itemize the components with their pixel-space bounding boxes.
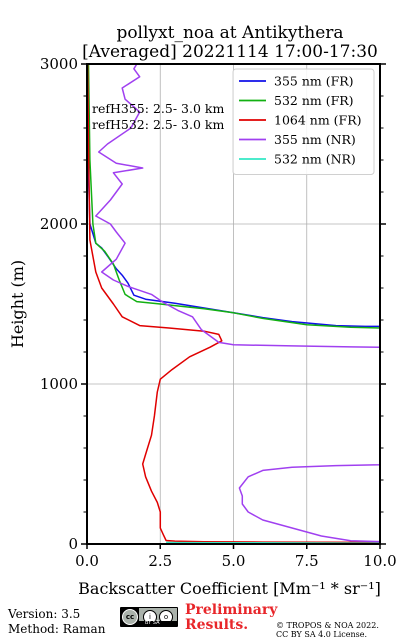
reference-height-annotation: refH532: 2.5- 3.0 km [92, 117, 224, 132]
version-text: Version: 3.5 [8, 607, 81, 621]
y-tick-label: 2000 [40, 215, 78, 233]
x-axis-label: Backscatter Coefficient [Mm⁻¹ * sr⁻¹] [78, 579, 381, 598]
results-label: Results. [185, 617, 249, 633]
cc-logo-icon: cc [122, 609, 138, 625]
cc-license-badge: cc i o BY SA [120, 607, 178, 627]
method-text: Method: Raman [8, 622, 106, 636]
series-line-2 [87, 64, 380, 544]
copyright-text: © TROPOS & NOA 2022. [276, 621, 379, 630]
y-tick-label: 1000 [40, 375, 78, 393]
series-line-3 [95, 64, 380, 543]
series-line-1 [87, 64, 380, 329]
chart-title-line-2: [Averaged] 20221114 17:00-17:30 [82, 42, 378, 62]
y-axis-label: Height (m) [8, 260, 27, 348]
by-sa-label: BY SA [145, 620, 160, 626]
y-tick-label: 0 [68, 535, 78, 553]
legend-label-0: 355 nm (FR) [274, 74, 354, 89]
chart-title-line-1: pollyxt_noa at Antikythera [116, 23, 344, 43]
series-line-0 [87, 64, 380, 328]
legend-label-4: 532 nm (NR) [274, 152, 356, 167]
x-tick-label: 5.0 [222, 552, 246, 570]
legend-box [232, 68, 375, 175]
x-tick-label: 10.0 [363, 552, 396, 570]
x-tick-label: 2.5 [148, 552, 172, 570]
license-text: CC BY SA 4.0 License. [276, 630, 368, 639]
x-tick-label: 0.0 [75, 552, 99, 570]
reference-height-annotation: refH355: 2.5- 3.0 km [92, 101, 224, 116]
legend-label-2: 1064 nm (FR) [274, 113, 362, 128]
preliminary-label: Preliminary [185, 602, 278, 618]
y-tick-label: 3000 [40, 55, 78, 73]
legend-label-3: 355 nm (NR) [274, 132, 356, 147]
x-tick-label: 7.5 [295, 552, 319, 570]
legend-label-1: 532 nm (FR) [274, 93, 354, 108]
